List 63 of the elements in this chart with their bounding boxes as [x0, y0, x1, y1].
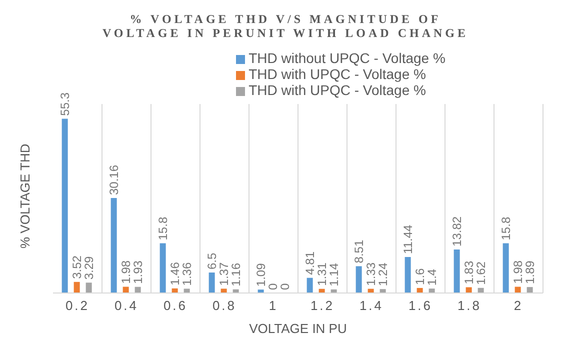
data-label: 55.3 — [58, 92, 72, 116]
data-label: 8.51 — [352, 240, 366, 264]
bar — [306, 278, 313, 293]
data-label: 15.8 — [156, 216, 170, 240]
data-label: 1.31 — [314, 262, 329, 286]
data-label: 1.83 — [462, 260, 476, 284]
x-tick-label: 1 — [268, 298, 278, 314]
data-label: 1.98 — [510, 260, 525, 284]
data-label: 15.8 — [498, 216, 513, 240]
bar — [526, 287, 533, 293]
bar — [160, 243, 166, 293]
x-tick-label: 0.8 — [212, 298, 237, 314]
data-label: 1.09 — [254, 262, 268, 287]
x-axis-title: VOLTAGE IN PU — [249, 321, 347, 336]
data-label: 0 — [278, 282, 292, 290]
bar — [110, 198, 117, 293]
data-label: 3.52 — [70, 255, 84, 279]
data-label: 1.36 — [180, 262, 194, 286]
x-tick-label: 1.6 — [408, 298, 433, 314]
data-label: 1.33 — [364, 262, 378, 286]
data-label: 1.89 — [522, 260, 537, 284]
data-label: 1.98 — [118, 260, 133, 284]
bar — [404, 256, 411, 293]
data-label: 1.46 — [168, 262, 182, 286]
legend-label: THD without UPQC - Voltage % — [248, 50, 446, 66]
x-tick-label: 2 — [514, 298, 524, 314]
bar — [454, 249, 460, 293]
data-label: 13.82 — [450, 216, 464, 246]
bar — [428, 288, 435, 293]
x-tick-label: 0.2 — [65, 298, 90, 314]
data-label: 1.37 — [216, 262, 231, 286]
bar — [62, 118, 68, 293]
legend-label: THD with UPQC - Voltage % — [248, 66, 426, 82]
data-label: 1.24 — [376, 262, 390, 286]
bar — [220, 288, 227, 293]
data-label: 6.5 — [204, 252, 219, 270]
bar — [184, 288, 190, 293]
data-label: 1.4 — [424, 268, 439, 286]
data-label: 30.16 — [106, 164, 121, 195]
bar — [134, 286, 141, 293]
x-tick-label: 1.2 — [310, 298, 335, 314]
data-label: 0 — [266, 282, 280, 290]
data-label: 1.93 — [130, 260, 145, 284]
x-tick-label: 0.4 — [114, 298, 139, 314]
bar — [502, 243, 509, 293]
data-label: 1.62 — [474, 261, 488, 285]
data-label: 1.16 — [228, 262, 243, 286]
bar — [466, 287, 472, 293]
data-label: 4.81 — [302, 251, 317, 275]
y-axis-title: % VOLTAGE THD — [18, 144, 33, 248]
bar — [74, 282, 80, 293]
data-label: 1.6 — [412, 268, 427, 285]
x-tick-label: 1.4 — [359, 298, 384, 314]
bar — [356, 266, 362, 293]
bar — [86, 282, 92, 293]
data-label: 3.29 — [82, 256, 96, 280]
data-label: 11.44 — [400, 224, 415, 254]
data-label: 1.14 — [326, 262, 341, 286]
legend-label: THD with UPQC - Voltage % — [248, 82, 426, 98]
bar — [208, 272, 215, 293]
x-tick-label: 1.8 — [457, 298, 482, 314]
chart-title: % VOLTAGE THD V/S MAGNITUDE OF VOLTAGE IN PERUNIT WITH LOAD CHANGE — [101, 11, 470, 40]
x-tick-label: 0.6 — [163, 298, 188, 314]
